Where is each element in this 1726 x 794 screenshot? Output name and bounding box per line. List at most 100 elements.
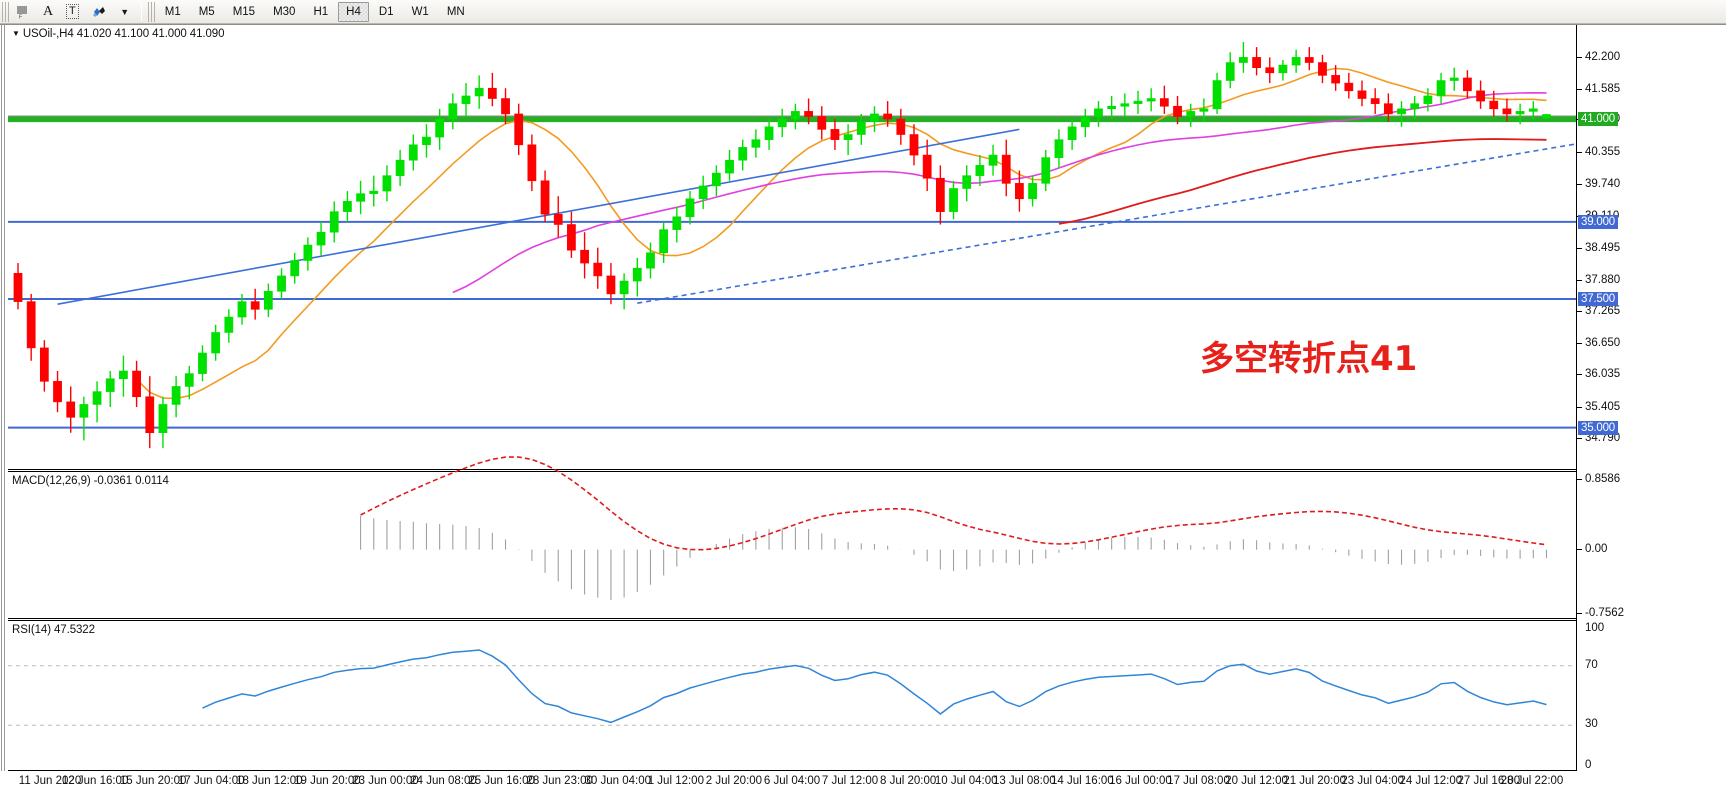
macd-pane[interactable]: MACD(12,26,9) -0.0361 0.0114: [8, 456, 1576, 619]
timeframe-w1[interactable]: W1: [411, 5, 429, 18]
timeframe-m5[interactable]: M5: [198, 5, 215, 18]
time-axis-label: 24 Jun 08:00: [410, 775, 477, 787]
crosshair-cursor-glyph: F: [17, 5, 27, 19]
time-axis-label: 28 Jul 22:00: [1500, 775, 1564, 787]
price-scale-label: 41.585: [1585, 83, 1621, 95]
macd-scale-label: -0.7562: [1585, 607, 1625, 619]
price-scale-label: 36.650: [1585, 336, 1621, 349]
price-scale-label: 35.405: [1585, 400, 1621, 413]
collapse-arrow-icon[interactable]: ▼: [12, 29, 20, 38]
rsi-chart-canvas: [8, 649, 1576, 726]
rsi-scale-label: 30: [1585, 718, 1598, 731]
toolbar-drag-handle[interactable]: [2, 1, 10, 22]
timeframe-d1[interactable]: D1: [378, 5, 394, 18]
time-axis-label: 30 Jun 04:00: [584, 775, 652, 787]
timeframe-mn[interactable]: MN: [446, 5, 465, 18]
time-axis-label: 10 Jul 04:00: [934, 775, 998, 787]
time-axis-label: 27 Jul 16:00: [1457, 775, 1521, 787]
price-scale-label: 36.035: [1585, 368, 1621, 381]
time-axis-label: 23 Jun 00:00: [352, 775, 419, 787]
price-scale-label: 40.355: [1585, 146, 1621, 159]
price-scale-label: 37.880: [1585, 273, 1621, 286]
time-axis-label: 1 Jul 12:00: [647, 775, 704, 787]
scale-tick: [1577, 548, 1582, 550]
time-axis-label: 18 Jun 12:00: [236, 775, 303, 787]
price-level-tag-41-000[interactable]: 41.000: [1578, 112, 1618, 127]
timeframe-m30[interactable]: M30: [273, 5, 296, 18]
macd-scale-label: 0.00: [1585, 542, 1608, 555]
time-axis-label: 25 Jun 16:00: [468, 775, 535, 787]
chart-left-gutter: [0, 25, 8, 771]
price-level-tag-35-000[interactable]: 35.000: [1578, 420, 1618, 435]
chevron-down-icon[interactable]: ▼: [120, 6, 130, 17]
time-axis[interactable]: 11 Jun 2020 12 Jun 16:00 15 Jun 20:00 17 Ju…: [8, 772, 1576, 794]
symbol-info-label: ▼ USOil-,H4 41.020 41.100 41.000 41.090: [12, 28, 224, 40]
time-axis-label: 6 Jul 04:00: [763, 775, 821, 787]
scale-tick: [1577, 613, 1582, 614]
chart-frame: ▼ USOil-,H4 41.020 41.100 41.000 41.090 多…: [0, 24, 1726, 794]
rsi-pane[interactable]: RSI(14) 47.5322: [8, 620, 1576, 771]
price-level-tag-37-500[interactable]: 37.500: [1578, 292, 1618, 307]
text-box-glyph: T: [66, 4, 79, 19]
rsi-scale-label: 70: [1585, 658, 1598, 671]
time-axis-label: 15 Jun 20:00: [119, 775, 187, 787]
timeframe-h4[interactable]: H4: [338, 1, 369, 22]
time-axis-label: 19 Jun 20:00: [294, 775, 361, 787]
objects-glyph: [92, 6, 105, 17]
time-axis-label: 11 Jun 2020: [18, 775, 82, 787]
price-scale-label: 42.200: [1585, 51, 1621, 64]
price-scale-label: 39.740: [1585, 177, 1621, 190]
time-axis-label: 12 Jun 16:00: [61, 775, 129, 787]
axis-corner: [1576, 772, 1726, 794]
time-axis-label: 16 Jul 00:00: [1109, 775, 1172, 787]
time-axis-label: 28 Jun 23:00: [526, 775, 593, 787]
rsi-scale-label: 100: [1585, 622, 1605, 634]
time-axis-label: 17 Jul 08:00: [1167, 775, 1230, 787]
chart-annotation: 多空转折点41: [1200, 339, 1418, 379]
price-level-tag-39-000[interactable]: 39.000: [1578, 214, 1618, 229]
symbol-ohlc-text: USOil-,H4 41.020 41.100 41.000 41.090: [22, 28, 225, 40]
scale-tick: [1577, 279, 1582, 281]
scale-tick: [1577, 406, 1582, 408]
price-chart-canvas: [8, 41, 1587, 449]
rsi-scale-label: 0: [1585, 759, 1592, 771]
price-pane[interactable]: ▼ USOil-,H4 41.020 41.100 41.000 41.090 多…: [8, 25, 1587, 470]
scale-tick: [1577, 183, 1582, 185]
scale-tick: [1577, 89, 1582, 90]
scale-tick: [1577, 438, 1582, 440]
time-axis-label: 7 Jul 12:00: [821, 775, 879, 787]
timeframe-drag-handle[interactable]: [147, 1, 156, 22]
price-scale-label: 34.790: [1585, 432, 1621, 445]
time-axis-label: 24 Jul 12:00: [1399, 775, 1463, 787]
timeframe-m1[interactable]: M1: [164, 5, 181, 18]
main-toolbar: F A T ▼ M1 M5 M15 M30 H1 H4 D1 W1 MN: [0, 0, 1726, 24]
scale-tick: [1577, 311, 1582, 313]
time-axis-label: 8 Jul 20:00: [880, 775, 937, 787]
text-label-icon[interactable]: A: [42, 3, 54, 19]
svg-text:F: F: [19, 14, 22, 19]
time-axis-label: 23 Jul 04:00: [1341, 775, 1405, 787]
macd-chart-canvas: [360, 456, 1548, 600]
scale-tick: [1577, 342, 1582, 344]
price-scale[interactable]: 42.20041.58541.00040.35539.74039.11038.4…: [1576, 25, 1726, 771]
objects-icon[interactable]: [86, 2, 112, 22]
price-scale-label: 38.495: [1585, 241, 1621, 254]
time-axis-label: 13 Jul 08:00: [992, 775, 1056, 787]
timeframe-h1[interactable]: H1: [313, 5, 329, 18]
scale-tick: [1577, 374, 1582, 376]
scale-tick: [1577, 152, 1582, 154]
time-axis-label: 14 Jul 16:00: [1051, 775, 1114, 787]
time-axis-label: 17 Jun 04:00: [177, 775, 245, 787]
scale-tick: [1577, 479, 1582, 480]
time-axis-label: 2 Jul 20:00: [705, 775, 763, 787]
toolbar-separator: [140, 2, 142, 21]
time-axis-label: 20 Jul 12:00: [1225, 775, 1288, 787]
text-box-icon[interactable]: T: [61, 2, 84, 22]
macd-scale-label: 0.8586: [1585, 473, 1621, 485]
time-axis-label: 21 Jul 20:00: [1283, 775, 1346, 787]
scale-tick: [1577, 247, 1582, 249]
macd-label: MACD(12,26,9) -0.0361 0.0114: [12, 475, 169, 487]
price-scale-label: 37.265: [1585, 305, 1621, 318]
crosshair-cursor-icon[interactable]: F: [11, 2, 35, 22]
timeframe-m15[interactable]: M15: [232, 5, 256, 18]
